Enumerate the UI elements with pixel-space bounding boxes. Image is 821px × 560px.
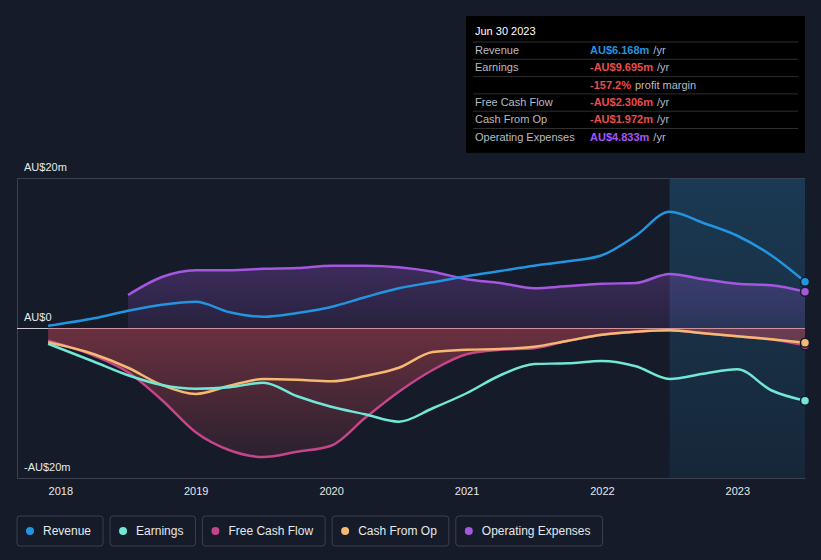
tooltip-value: -AU$9.695m/yr — [590, 61, 670, 73]
x-tick: 2018 — [49, 478, 73, 497]
tooltip-title: Jun 30 2023 — [475, 25, 536, 37]
tooltip-value: -AU$1.972m/yr — [590, 113, 670, 125]
x-axis-line — [18, 478, 806, 479]
legend-item: Revenue — [17, 516, 103, 546]
legend-item: Cash From Op — [332, 516, 449, 546]
y-axis: AU$20m AU$0 -AU$20m — [17, 161, 805, 479]
tooltip-value: AU$4.833m/yr — [590, 131, 666, 143]
x-tick-label: 2019 — [184, 485, 208, 497]
tooltip-unit: profit margin — [635, 79, 696, 91]
tooltip-value: AU$6.168m/yr — [590, 44, 666, 56]
y-tick-label: AU$0 — [24, 311, 52, 323]
x-tick-label: 2023 — [726, 485, 750, 497]
series-line — [48, 330, 805, 457]
x-axis: 2018 2019 2020 2021 2022 2023 — [18, 478, 806, 497]
tooltip-label: Revenue — [475, 44, 519, 56]
legend-label: Cash From Op — [358, 524, 437, 538]
series-line — [48, 344, 805, 422]
tooltip-separator — [473, 128, 798, 129]
tooltip-value: -AU$2.306m/yr — [590, 96, 670, 108]
legend-item: Free Cash Flow — [202, 516, 325, 546]
x-tick-label: 2021 — [455, 485, 479, 497]
tooltip-unit: /yr — [653, 131, 666, 143]
tooltip-label: Cash From Op — [475, 113, 547, 125]
plot-area — [48, 212, 805, 457]
legend-swatch — [465, 527, 473, 535]
y-tick-label: AU$20m — [24, 161, 67, 173]
y-tick-label: -AU$20m — [24, 461, 70, 473]
legend-label: Free Cash Flow — [228, 524, 313, 538]
legend-label: Operating Expenses — [482, 524, 591, 538]
x-tick: 2020 — [319, 478, 343, 497]
y-tick: -AU$20m — [17, 461, 805, 479]
tooltip-value-text: AU$6.168m — [590, 44, 650, 56]
end-markers — [801, 277, 810, 405]
tooltip-unit: /yr — [657, 61, 670, 73]
legend-item: Operating Expenses — [456, 516, 603, 546]
legend-box — [202, 516, 325, 546]
tooltip-unit: /yr — [653, 44, 666, 56]
tooltip-value-text: -AU$9.695m — [590, 61, 653, 73]
legend-label: Revenue — [43, 524, 91, 538]
series-line — [128, 266, 805, 295]
x-tick: 2022 — [590, 478, 614, 497]
tooltip-value-text: AU$4.833m — [590, 131, 650, 143]
end-marker — [801, 396, 810, 405]
tooltip-unit: /yr — [657, 113, 670, 125]
tooltip-separator — [473, 93, 798, 94]
legend-label: Earnings — [136, 524, 183, 538]
legend: Revenue Earnings Free Cash Flow Cash From O… — [17, 516, 603, 546]
tooltip-value-text: -AU$1.972m — [590, 113, 653, 125]
legend-item: Earnings — [110, 516, 195, 546]
tooltip-value: -157.2% profit margin — [590, 79, 696, 91]
chart: AU$20m AU$0 -AU$20m 2018 2019 2020 2021 2022 202… — [0, 0, 821, 560]
tooltip: Jun 30 2023 Revenue AU$6.168m/yr Earnings -A… — [466, 16, 805, 153]
legend-swatch — [341, 527, 349, 535]
tooltip-value-text: -AU$2.306m — [590, 96, 653, 108]
tooltip-separator — [473, 42, 798, 43]
x-tick: 2019 — [184, 478, 208, 497]
tooltip-value-text: -157.2% — [590, 79, 631, 91]
legend-swatch — [119, 527, 127, 535]
tooltip-separator — [473, 111, 798, 112]
tooltip-label: Free Cash Flow — [475, 96, 553, 108]
x-tick: 2023 — [726, 478, 750, 497]
legend-box — [17, 516, 103, 546]
legend-box — [456, 516, 603, 546]
series-area — [48, 328, 805, 457]
tooltip-unit: /yr — [657, 96, 670, 108]
end-marker — [801, 277, 810, 286]
x-tick-label: 2018 — [49, 485, 73, 497]
tooltip-separator — [473, 76, 798, 77]
x-tick-label: 2022 — [590, 485, 614, 497]
legend-box — [110, 516, 195, 546]
legend-box — [332, 516, 449, 546]
end-marker — [801, 287, 810, 296]
tooltip-box — [466, 16, 805, 153]
y-tick: AU$20m — [17, 161, 805, 179]
grid-line — [17, 178, 805, 179]
series-line — [48, 212, 805, 326]
x-tick: 2021 — [455, 478, 479, 497]
legend-swatch — [26, 527, 34, 535]
end-marker — [801, 338, 810, 347]
background — [0, 0, 821, 560]
legend-swatch — [211, 527, 219, 535]
x-tick-label: 2020 — [319, 485, 343, 497]
tooltip-label: Earnings — [475, 61, 519, 73]
tooltip-label: Operating Expenses — [475, 131, 575, 143]
tooltip-separator — [473, 59, 798, 60]
grid-line — [17, 478, 805, 479]
